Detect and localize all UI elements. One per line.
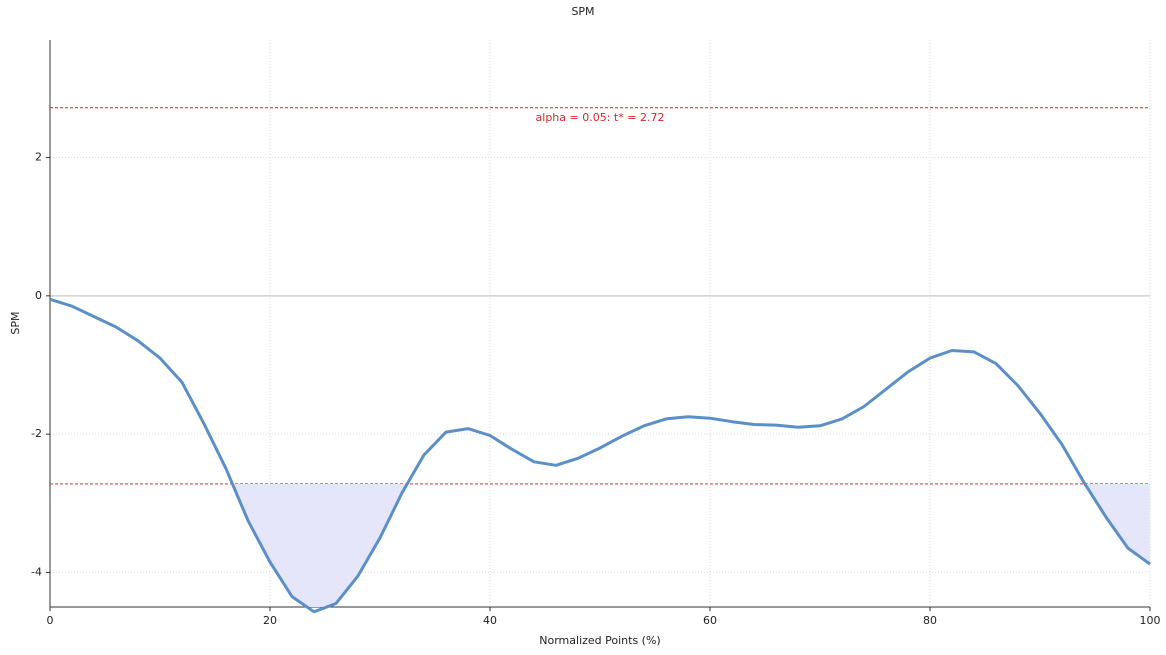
x-tick-label: 60 <box>703 614 717 627</box>
x-tick-label: 0 <box>47 614 54 627</box>
x-tick-label: 100 <box>1140 614 1161 627</box>
y-tick-label: -4 <box>31 565 42 578</box>
significance-area <box>50 483 1150 608</box>
y-tick-label: -2 <box>31 427 42 440</box>
x-tick-label: 80 <box>923 614 937 627</box>
x-tick-label: 40 <box>483 614 497 627</box>
y-axis-title: SPM <box>9 311 22 334</box>
y-tick-label: 2 <box>35 151 42 164</box>
series-line <box>49 297 1151 614</box>
threshold-annotation: alpha = 0.05: t* = 2.72 <box>536 111 665 124</box>
chart-title: SPM <box>571 5 594 18</box>
x-axis-title: Normalized Points (%) <box>539 634 660 647</box>
x-tick-label: 20 <box>263 614 277 627</box>
y-tick-label: 0 <box>35 289 42 302</box>
